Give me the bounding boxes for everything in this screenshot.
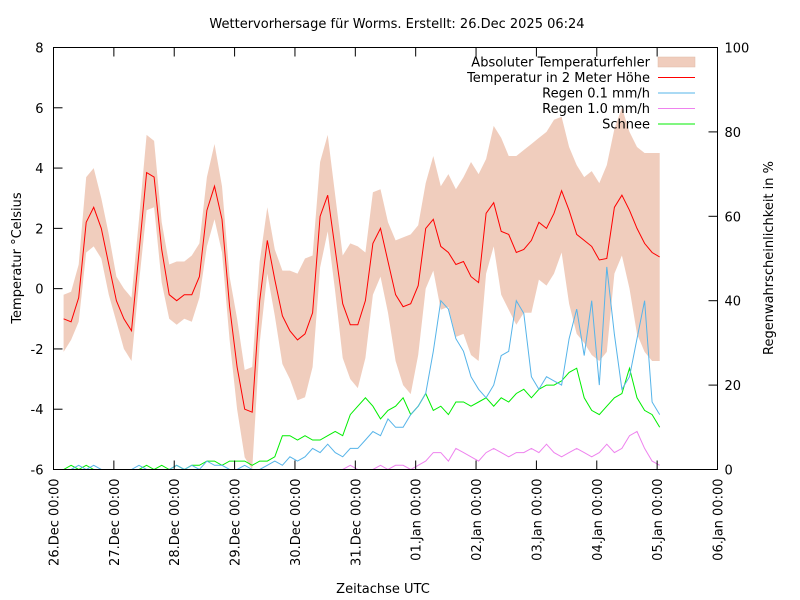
series-snow-line [63,366,661,470]
y-tick-label: 4 [35,162,43,177]
x-tick-label: 26.Dec 00:00 [48,479,63,566]
legend-label: Temperatur in 2 Meter Höhe [466,71,650,86]
legend-label: Regen 0.1 mm/h [542,87,650,102]
series-rain-01mm-line [63,266,661,470]
y2-tick-label: 80 [725,126,742,141]
legend-label: Schnee [602,118,650,133]
y-tick-label: -6 [31,464,44,479]
x-axis-title: Zeitachse UTC [336,582,430,597]
legend-label: Absoluter Temperaturfehler [471,56,650,71]
legend-swatch [657,56,696,68]
y-axis-title: Temperatur °Celsius [10,192,25,325]
series-temperature-error-band [63,107,660,470]
chart-title: Wettervorhersage für Worms. Erstellt: 26… [209,17,584,32]
x-tick-label: 04.Jan 00:00 [591,479,606,561]
legend-label: Regen 1.0 mm/h [542,102,650,117]
x-tick-label: 29.Dec 00:00 [229,479,244,566]
y2-tick-label: 100 [725,42,750,57]
x-tick-label: 27.Dec 00:00 [108,479,123,566]
y-tick-label: 0 [35,283,43,298]
y-tick-label: -4 [31,403,44,418]
y2-axis-title: Regenwahrscheinlichkeit in % [762,161,777,355]
x-tick-label: 05.Jan 00:00 [651,479,666,561]
y-tick-label: 8 [35,42,43,57]
x-tick-label: 28.Dec 00:00 [168,479,183,566]
y2-tick-label: 0 [725,464,733,479]
y-tick-label: 2 [35,222,43,237]
series-rain-1mm-line [63,430,660,470]
y-tick-label: -2 [31,343,44,358]
x-tick-label: 31.Dec 00:00 [349,479,364,566]
x-tick-label: 01.Jan 00:00 [410,479,425,561]
x-tick-label: 06.Jan 00:00 [712,479,727,561]
plot-area [63,107,661,470]
y2-tick-label: 60 [725,210,742,225]
y-tick-label: 6 [35,102,43,117]
series-temperature-line [63,171,660,413]
plot-frame [53,47,718,470]
x-tick-label: 30.Dec 00:00 [289,479,304,566]
y2-tick-label: 40 [725,295,742,310]
x-tick-label: 03.Jan 00:00 [530,479,545,561]
x-tick-label: 02.Jan 00:00 [470,479,485,561]
y2-tick-label: 20 [725,379,742,394]
